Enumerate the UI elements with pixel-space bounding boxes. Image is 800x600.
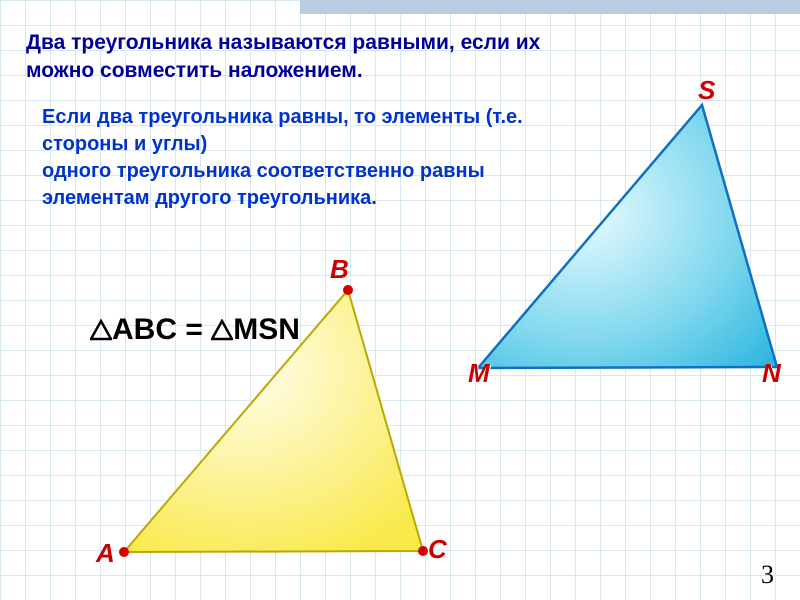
definition-text: Два треугольника называются равными, есл…	[26, 29, 576, 86]
vertex-label-n: N	[762, 358, 781, 389]
right-triangle-name: MSN	[233, 313, 300, 346]
vertex-label-s: S	[698, 75, 715, 106]
vertex-label-c: C	[428, 534, 447, 565]
vertex-label-b: B	[330, 254, 349, 285]
equals-sign: =	[185, 313, 203, 346]
congruence-equation: ABC = MSN	[90, 313, 300, 347]
vertex-label-m: M	[468, 358, 490, 389]
delta-icon	[211, 315, 233, 337]
delta-icon	[90, 315, 112, 337]
property-text: Если два треугольника равны, то элементы…	[42, 104, 592, 212]
grid-background	[0, 0, 800, 600]
left-triangle-name: ABC	[112, 313, 177, 346]
header-bar	[300, 0, 800, 14]
vertex-label-a: A	[96, 538, 115, 569]
page-number: 3	[761, 560, 774, 590]
